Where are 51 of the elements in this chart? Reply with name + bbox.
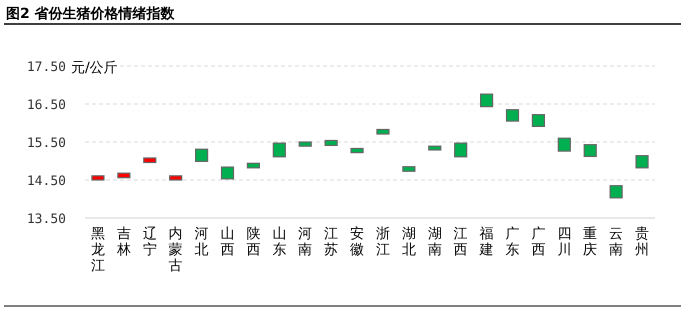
bar bbox=[246, 162, 260, 168]
x-tick-label: 四川 bbox=[557, 226, 572, 258]
x-tick-label: 内蒙古 bbox=[168, 226, 183, 274]
x-tick-label: 湖北 bbox=[402, 226, 416, 258]
x-tick-label: 江苏 bbox=[324, 226, 338, 258]
x-tick-label: 广东 bbox=[506, 226, 520, 258]
bar bbox=[558, 138, 571, 152]
x-tick-label: 山西 bbox=[220, 226, 234, 258]
x-tick-label: 陕西 bbox=[246, 226, 260, 258]
bar bbox=[169, 175, 182, 181]
bar bbox=[220, 166, 234, 180]
x-tick-label: 云南 bbox=[609, 226, 624, 258]
x-tick-label: 山东 bbox=[272, 226, 286, 258]
x-tick-label: 黑龙江 bbox=[90, 226, 105, 274]
y-tick-label: 13.50 bbox=[26, 212, 66, 227]
x-tick-label: 福建 bbox=[478, 226, 494, 258]
x-tick-label: 辽宁 bbox=[142, 226, 157, 258]
bar bbox=[402, 166, 416, 172]
bar bbox=[298, 141, 312, 147]
bar bbox=[506, 109, 520, 122]
bar bbox=[428, 146, 442, 151]
x-tick-label: 浙江 bbox=[376, 226, 390, 258]
y-tick-label: 16.50 bbox=[26, 98, 66, 113]
x-tick-label: 江西 bbox=[454, 226, 468, 258]
y-tick-label: 17.50 bbox=[26, 60, 66, 75]
bar bbox=[272, 142, 286, 158]
bar bbox=[117, 172, 130, 178]
bar bbox=[454, 142, 468, 158]
bar bbox=[532, 114, 546, 128]
bar bbox=[91, 175, 105, 181]
x-tick-label: 河北 bbox=[194, 226, 209, 258]
bar bbox=[143, 157, 156, 164]
y-tick-label: 15.50 bbox=[26, 136, 66, 151]
y-axis-title: 元/公斤 bbox=[71, 60, 118, 76]
x-tick-label: 广西 bbox=[531, 226, 546, 258]
x-tick-label: 河南 bbox=[298, 226, 312, 258]
y-tick-label: 14.50 bbox=[26, 174, 66, 189]
x-tick-label: 贵州 bbox=[635, 226, 650, 258]
x-tick-label: 安徽 bbox=[350, 226, 364, 258]
x-tick-label: 湖南 bbox=[428, 226, 442, 258]
bar bbox=[350, 148, 364, 154]
bar bbox=[376, 128, 390, 135]
x-tick-label: 重庆 bbox=[583, 226, 598, 258]
bar bbox=[610, 185, 623, 198]
bar bbox=[635, 155, 649, 168]
x-tick-label: 吉林 bbox=[116, 226, 131, 258]
bar bbox=[194, 148, 208, 162]
bar bbox=[480, 94, 494, 108]
bar bbox=[584, 144, 597, 158]
bar bbox=[324, 140, 338, 146]
chart-title: 图2 省份生猪价格情绪指数 bbox=[6, 6, 176, 22]
